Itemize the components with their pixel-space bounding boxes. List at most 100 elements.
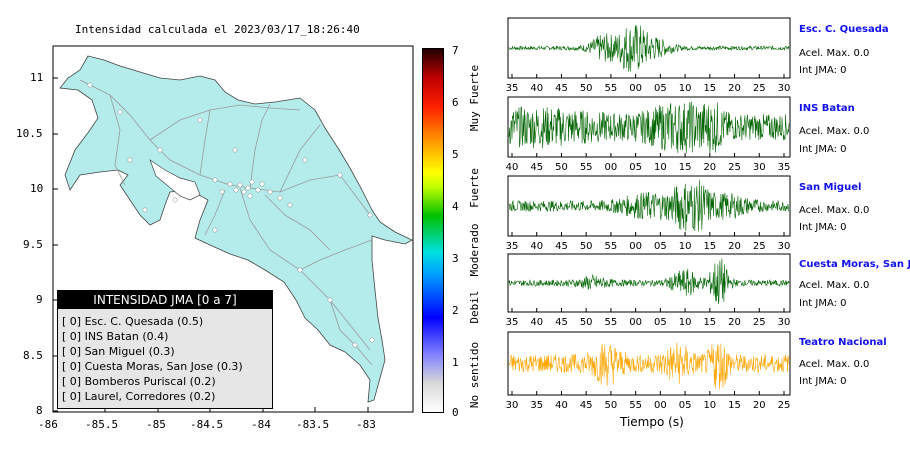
label-moderado: Moderado	[468, 224, 481, 277]
time-tick-label: 10	[703, 400, 716, 411]
time-tick-label: 25	[753, 317, 766, 328]
station-int: Int JMA: 0	[799, 144, 847, 155]
time-tick-label: 20	[728, 83, 741, 94]
time-tick-label: 35	[506, 317, 519, 328]
time-tick-label: 35	[506, 241, 519, 252]
time-tick-label: 15	[703, 317, 716, 328]
lat-tick-6: 8	[36, 404, 43, 417]
time-tick-label: 20	[728, 241, 741, 252]
time-tick-label: 20	[753, 400, 766, 411]
time-tick-label: 40	[530, 317, 543, 328]
station-int: Int JMA: 0	[799, 298, 847, 309]
time-tick-label: 10	[679, 241, 692, 252]
time-tick-label: 55	[629, 400, 642, 411]
colorbar-tick-4: 4	[452, 200, 459, 213]
lon-tick-3: -84.5	[190, 418, 224, 431]
station-accel: Acel. Max. 0.0	[799, 205, 870, 216]
lon-tick-0: -86	[38, 418, 58, 431]
waveform-panels: 35 40 45 50 55 00 05 10 15 20 25 30 40 45 50 55 00 05 10 15…	[506, 17, 791, 411]
time-tick-label: 40	[506, 162, 519, 173]
station-accel: Acel. Max. 0.0	[799, 359, 870, 370]
waveform-panel: 35 40 45 50 55 00 05 10 15 20 25 30	[506, 253, 791, 328]
time-tick-label: 25	[753, 83, 766, 94]
time-tick-label: 40	[530, 83, 543, 94]
station-name: Esc. C. Quesada	[799, 24, 889, 35]
time-tick-label: 20	[728, 317, 741, 328]
lat-tick-0: 11	[30, 71, 44, 84]
lat-tick-3: 9.5	[23, 238, 43, 251]
costa-rica-land	[59, 55, 413, 403]
station-accel: Acel. Max. 0.0	[799, 126, 870, 137]
lat-tick-5: 8.5	[23, 349, 43, 362]
colorbar-tick-1: 1	[452, 356, 459, 369]
lat-tick-1: 10.5	[16, 127, 43, 140]
colorbar-tick-0: 0	[452, 406, 459, 419]
waveform-trace	[508, 101, 790, 154]
time-tick-label: 30	[778, 241, 791, 252]
time-tick-label: 30	[778, 83, 791, 94]
colorbar	[422, 48, 444, 413]
lon-tick-5: -83.5	[296, 418, 330, 431]
legend-row: [ 0] INS Batan (0.4)	[62, 330, 169, 343]
time-tick-label: 10	[654, 162, 667, 173]
station-name: Teatro Nacional	[799, 337, 887, 348]
time-tick-label: 50	[580, 317, 593, 328]
time-tick-label: 00	[629, 83, 642, 94]
intensity-legend: INTENSIDAD JMA [0 a 7] [ 0] Esc. C. Ques…	[57, 290, 273, 409]
time-tick-label: 15	[703, 241, 716, 252]
time-tick-label: 25	[778, 400, 791, 411]
time-tick-label: 50	[605, 400, 618, 411]
lon-tick-1: -85.5	[85, 418, 119, 431]
time-tick-label: 20	[703, 162, 716, 173]
time-tick-label: 50	[580, 241, 593, 252]
x-axis-label: Tiempo (s)	[620, 415, 684, 429]
station-name: INS Batan	[799, 103, 855, 114]
time-tick-label: 40	[555, 400, 568, 411]
time-tick-label: 35	[778, 162, 791, 173]
waveform-trace	[508, 25, 790, 72]
station-dots	[87, 82, 375, 348]
time-tick-label: 15	[703, 83, 716, 94]
time-tick-label: 45	[555, 241, 568, 252]
label-no-sentido: No sentido	[468, 342, 481, 408]
time-tick-label: 00	[605, 162, 618, 173]
waveform-panel: 40 45 50 55 00 05 10 15 20 25 30 35	[506, 96, 791, 173]
waveform-panel: 35 40 45 50 55 00 05 10 15 20 25 30	[506, 17, 791, 94]
time-tick-label: 40	[530, 241, 543, 252]
time-tick-label: 35	[530, 400, 543, 411]
time-tick-label: 50	[580, 83, 593, 94]
time-tick-label: 10	[679, 317, 692, 328]
colorbar-labels: Muy Fuerte Fuerte Moderado Debil No sent…	[468, 65, 481, 408]
lon-tick-2: -85	[146, 418, 166, 431]
waveform-trace	[508, 342, 790, 390]
time-tick-label: 45	[530, 162, 543, 173]
time-tick-label: 50	[555, 162, 568, 173]
time-tick-label: 30	[753, 162, 766, 173]
time-tick-label: 25	[753, 241, 766, 252]
lon-tick-4: -84	[251, 418, 271, 431]
time-tick-label: 55	[605, 241, 618, 252]
station-int: Int JMA: 0	[799, 376, 847, 387]
time-tick-label: 05	[679, 400, 692, 411]
time-tick-label: 55	[580, 162, 593, 173]
time-tick-label: 55	[605, 317, 618, 328]
time-tick-label: 05	[654, 83, 667, 94]
waveform-frame	[507, 331, 791, 396]
waveform-trace	[508, 258, 790, 305]
waveform-panel: 30 35 40 45 50 55 00 05 10 15 20 25	[506, 331, 791, 411]
lon-tick-6: -83	[356, 418, 376, 431]
nicoya-gulf	[149, 159, 201, 201]
station-name: Cuesta Moras, San Jose	[799, 259, 910, 270]
time-tick-label: 55	[605, 83, 618, 94]
colorbar-tick-6: 6	[452, 96, 459, 109]
legend-row: [ 0] Esc. C. Quesada (0.5)	[62, 315, 204, 328]
waveform-panel: 35 40 45 50 55 00 05 10 15 20 25 30	[506, 175, 791, 252]
legend-row: [ 0] Cuesta Moras, San Jose (0.3)	[62, 360, 243, 373]
station-name: San Miguel	[799, 182, 862, 193]
time-tick-label: 05	[654, 317, 667, 328]
time-tick-label: 30	[506, 400, 519, 411]
lat-tick-2: 10	[30, 182, 44, 195]
station-accel: Acel. Max. 0.0	[799, 280, 870, 291]
time-tick-label: 05	[654, 241, 667, 252]
station-int: Int JMA: 0	[799, 65, 847, 76]
